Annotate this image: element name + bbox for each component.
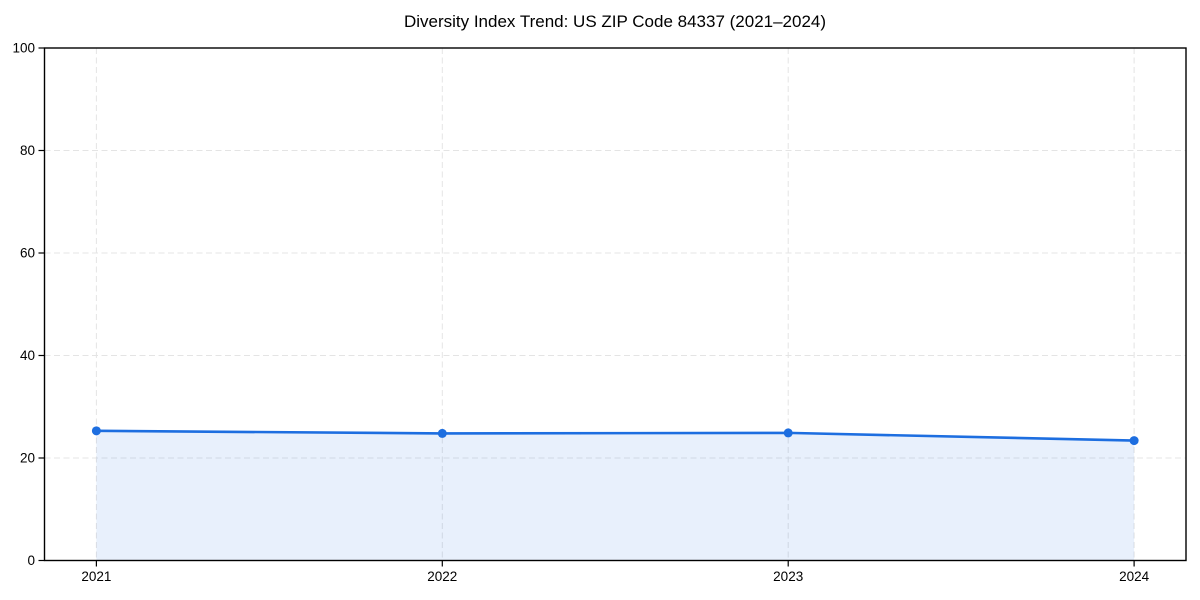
- data-point-marker: [437, 428, 447, 438]
- x-tick-label: 2023: [773, 569, 803, 584]
- y-tick-label: 40: [20, 348, 35, 363]
- plot-border: [43, 47, 1187, 562]
- trend-line: [95, 429, 1136, 442]
- data-point-marker: [91, 426, 101, 436]
- x-tick-label: 2024: [1119, 569, 1150, 584]
- x-tick-label: 2022: [427, 569, 457, 584]
- y-tick-label: 0: [27, 553, 35, 568]
- y-tick-label: 80: [20, 143, 35, 158]
- y-tick-label: 100: [12, 41, 35, 56]
- data-point-marker: [783, 428, 793, 438]
- area-fill: [96, 430, 1135, 561]
- data-point-marker: [1129, 436, 1139, 446]
- y-tick-label: 20: [20, 451, 35, 466]
- x-tick-label: 2021: [81, 569, 111, 584]
- chart-title: Diversity Index Trend: US ZIP Code 84337…: [403, 12, 827, 31]
- y-tick-label: 60: [20, 246, 35, 261]
